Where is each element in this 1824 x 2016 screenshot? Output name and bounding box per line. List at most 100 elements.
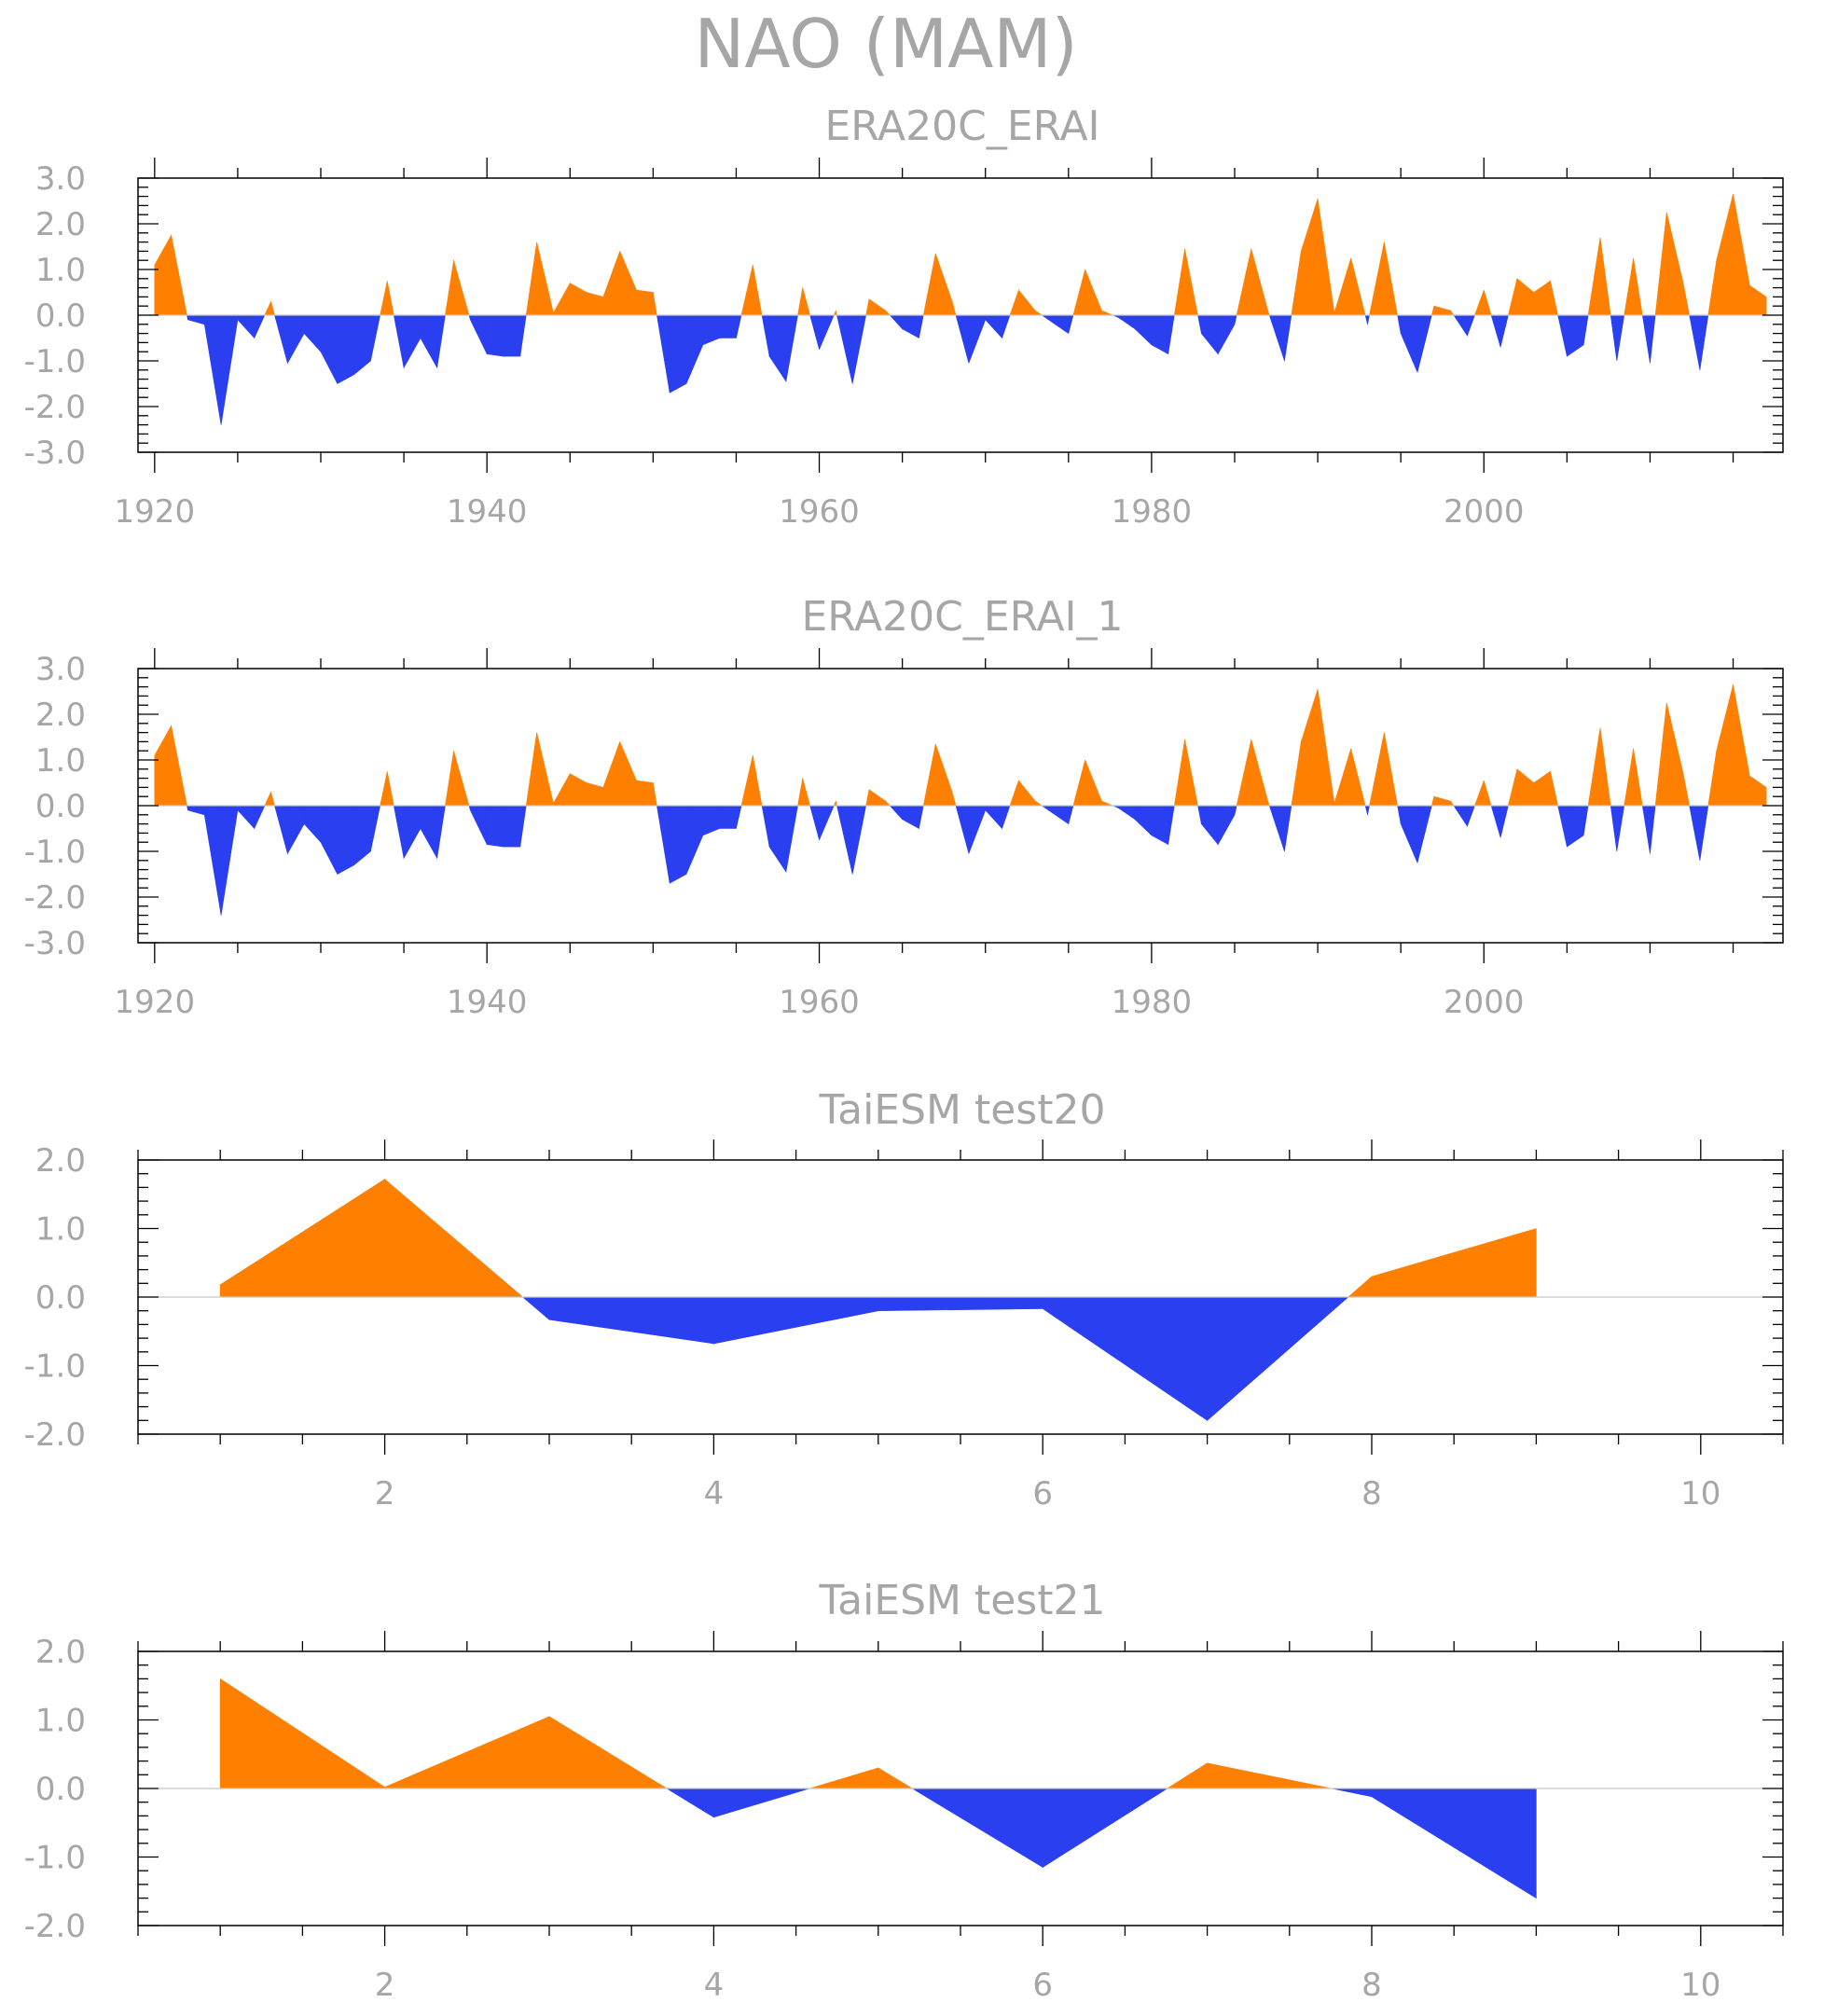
x-tick-label: 4 [704,1967,725,2004]
x-tick-label: 2 [375,1967,395,2004]
negative-area-mark [1416,314,1432,373]
positive-area-mark [1587,727,1601,807]
positive-area-mark [1267,311,1270,316]
negative-area-mark [702,805,720,836]
negative-area-mark [669,314,687,394]
negative-area-mark [736,314,742,338]
positive-area-mark [380,281,388,316]
negative-area-mark [1117,314,1136,330]
y-tick-label: 2.0 [35,697,86,734]
positive-area-mark [386,281,394,316]
positive-area-mark [1009,780,1019,807]
x-tick-label: 1920 [115,493,196,531]
positive-area-mark [171,725,187,807]
x-tick-label: 1980 [1112,493,1193,531]
positive-area-mark [1317,199,1335,316]
negative-area-mark [1616,314,1625,362]
positive-area-mark [1300,198,1319,316]
positive-area-mark [1654,702,1667,807]
negative-area-mark [303,314,322,352]
positive-area-mark [636,780,654,807]
negative-area-mark [1331,1788,1373,1798]
positive-area-mark [1184,248,1198,316]
x-tick-label: 8 [1361,1475,1382,1512]
y-tick-label: -2.0 [24,1908,86,1945]
x-tick-label: 4 [704,1475,725,1512]
positive-area-mark [1474,780,1485,807]
y-tick-label: 2.0 [35,206,86,243]
negative-area-mark [337,314,354,385]
positive-area-mark [384,1178,524,1298]
positive-area-mark [868,298,887,316]
negative-area-mark [719,805,737,829]
negative-area-mark [1364,805,1368,815]
negative-area-mark [902,314,919,339]
negative-area-mark [851,314,866,384]
y-tick-label: 1.0 [35,1211,86,1249]
positive-area-mark [1682,773,1691,807]
x-tick-label: 6 [1032,1967,1053,2004]
negative-area-mark [809,314,820,350]
negative-area-mark [274,805,288,854]
y-tick-label: 2.0 [35,1142,86,1180]
negative-area-mark [1217,314,1236,355]
positive-area-mark [797,778,804,807]
negative-area-mark [836,805,853,875]
negative-area-mark [955,805,970,854]
y-tick-label: 0.0 [35,1279,86,1317]
negative-area-mark [1168,314,1175,354]
negative-area-mark [436,805,446,859]
negative-area-mark [836,314,853,384]
x-tick-label: 2000 [1444,493,1525,531]
negative-area-mark [1234,805,1237,815]
negative-area-mark [768,314,787,383]
positive-area-mark [865,298,870,316]
y-tick-label: 0.0 [35,1771,86,1808]
chart-title: TaiESM test20 [819,1086,1106,1134]
positive-area-mark [453,751,470,807]
negative-area-mark [1467,805,1475,827]
negative-area-mark [1042,1788,1168,1869]
positive-area-mark [386,771,394,807]
chart-title: ERA20C_ERAI [824,103,1099,150]
positive-area-mark [1009,289,1019,316]
negative-area-mark [1499,805,1509,838]
positive-area-mark [1624,257,1634,316]
positive-area-mark [653,292,657,316]
x-tick-label: 6 [1032,1475,1053,1512]
positive-area-mark [1599,237,1611,316]
positive-area-mark [1508,768,1518,807]
negative-area-mark [669,805,687,884]
negative-area-mark [685,314,704,384]
positive-area-mark [1474,289,1485,316]
y-tick-label: -1.0 [24,1348,86,1386]
negative-area-mark [713,1296,879,1345]
negative-area-mark [1117,805,1136,821]
negative-area-mark [548,1296,714,1345]
chart-title: ERA20C_ERAI_1 [801,593,1123,641]
positive-area-mark [1433,795,1451,807]
negative-area-mark [1042,1296,1208,1421]
negative-area-mark [656,314,670,394]
negative-area-mark [1051,314,1070,335]
positive-area-mark [1749,284,1767,316]
x-tick-label: 10 [1680,1475,1720,1512]
y-tick-label: -3.0 [24,925,86,962]
negative-area-mark [919,805,924,829]
negative-area-mark [1557,805,1568,848]
chart-title: TaiESM test21 [819,1577,1106,1624]
positive-area-mark [586,782,604,807]
negative-area-mark [1134,314,1153,346]
positive-area-mark [1251,739,1268,807]
positive-area-mark [1101,310,1113,316]
positive-area-mark [1291,251,1302,316]
negative-area-mark [1151,314,1169,355]
negative-area-mark [470,314,488,354]
negative-area-mark [1168,805,1175,845]
negative-area-mark [713,1788,810,1818]
negative-area-mark [237,314,256,339]
positive-area-mark [1508,278,1518,316]
negative-area-mark [1453,805,1468,828]
positive-area-mark [384,1716,550,1789]
negative-area-mark [736,805,742,829]
